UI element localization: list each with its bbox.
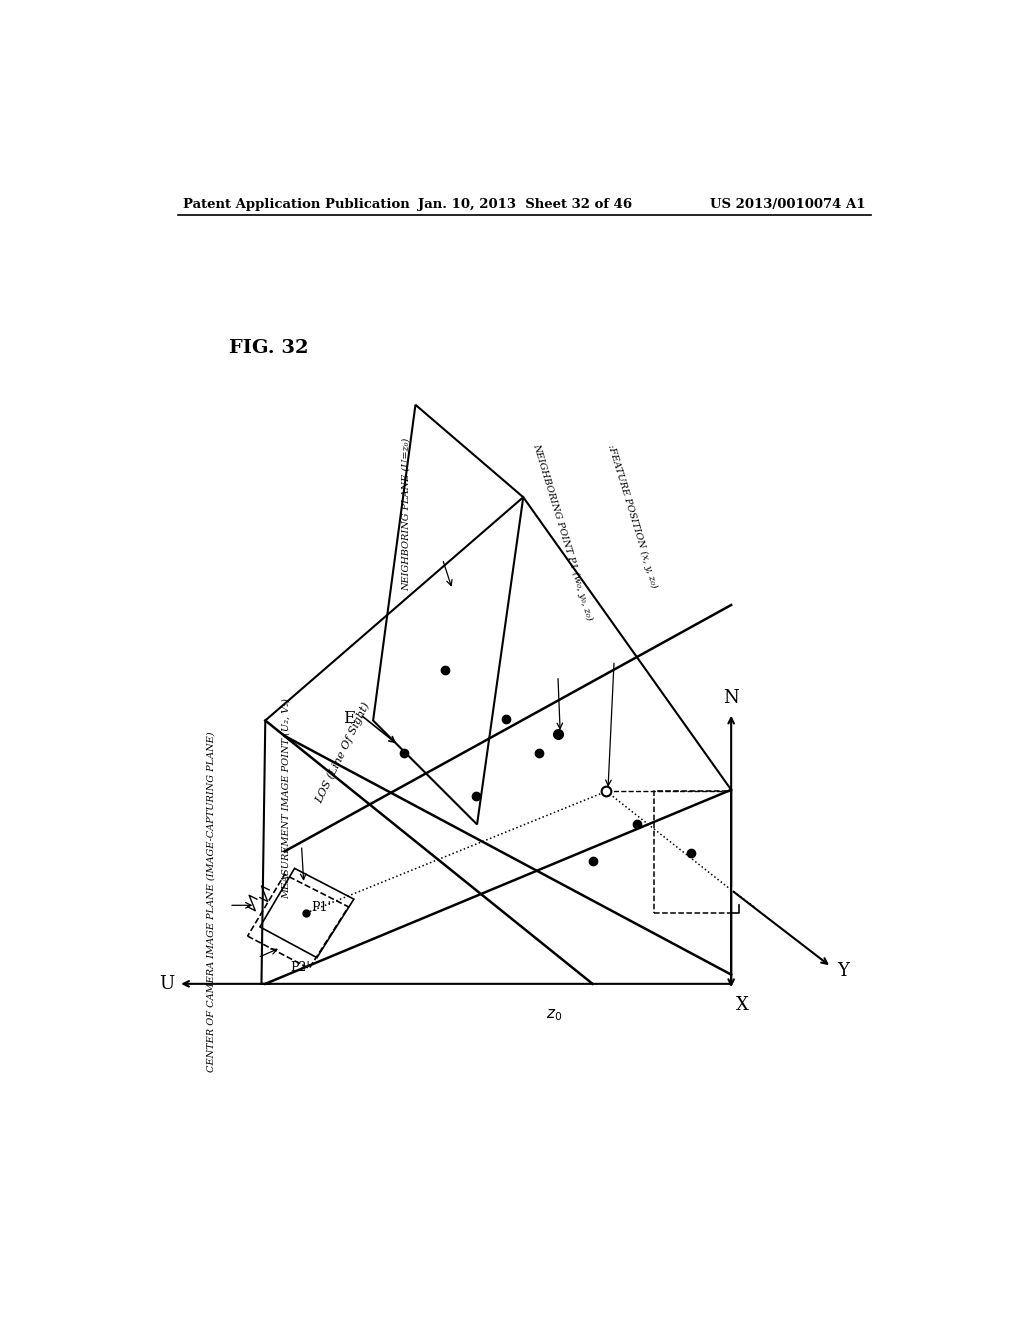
Text: LOS (Line Of Sight): LOS (Line Of Sight) [313, 701, 372, 805]
Text: X: X [736, 997, 749, 1014]
Text: $z_0$: $z_0$ [546, 1007, 562, 1023]
Text: NEIGHBORING POINT P1 (w₀, y₀, z₀): NEIGHBORING POINT P1 (w₀, y₀, z₀) [531, 442, 594, 622]
Text: E: E [343, 710, 355, 727]
Text: :FEATURE POSITION (x, y, z₀): :FEATURE POSITION (x, y, z₀) [606, 444, 658, 590]
Text: P2': P2' [290, 961, 310, 974]
Text: FIG. 32: FIG. 32 [229, 339, 308, 358]
Text: Patent Application Publication: Patent Application Publication [183, 198, 410, 211]
Text: U: U [159, 975, 174, 993]
Text: MEASUREMENT IMAGE POINT (U₂, V₂): MEASUREMENT IMAGE POINT (U₂, V₂) [282, 698, 291, 899]
Text: NEIGHBORING PLANE (U=z₀): NEIGHBORING PLANE (U=z₀) [401, 437, 411, 591]
Text: Y: Y [838, 962, 849, 979]
Text: N: N [723, 689, 739, 706]
Text: P1': P1' [311, 902, 332, 915]
Text: CENTER OF CAMERA IMAGE PLANE (IMAGE-CAPTURING PLANE): CENTER OF CAMERA IMAGE PLANE (IMAGE-CAPT… [207, 731, 216, 1072]
Text: Jan. 10, 2013  Sheet 32 of 46: Jan. 10, 2013 Sheet 32 of 46 [418, 198, 632, 211]
Text: US 2013/0010074 A1: US 2013/0010074 A1 [711, 198, 866, 211]
